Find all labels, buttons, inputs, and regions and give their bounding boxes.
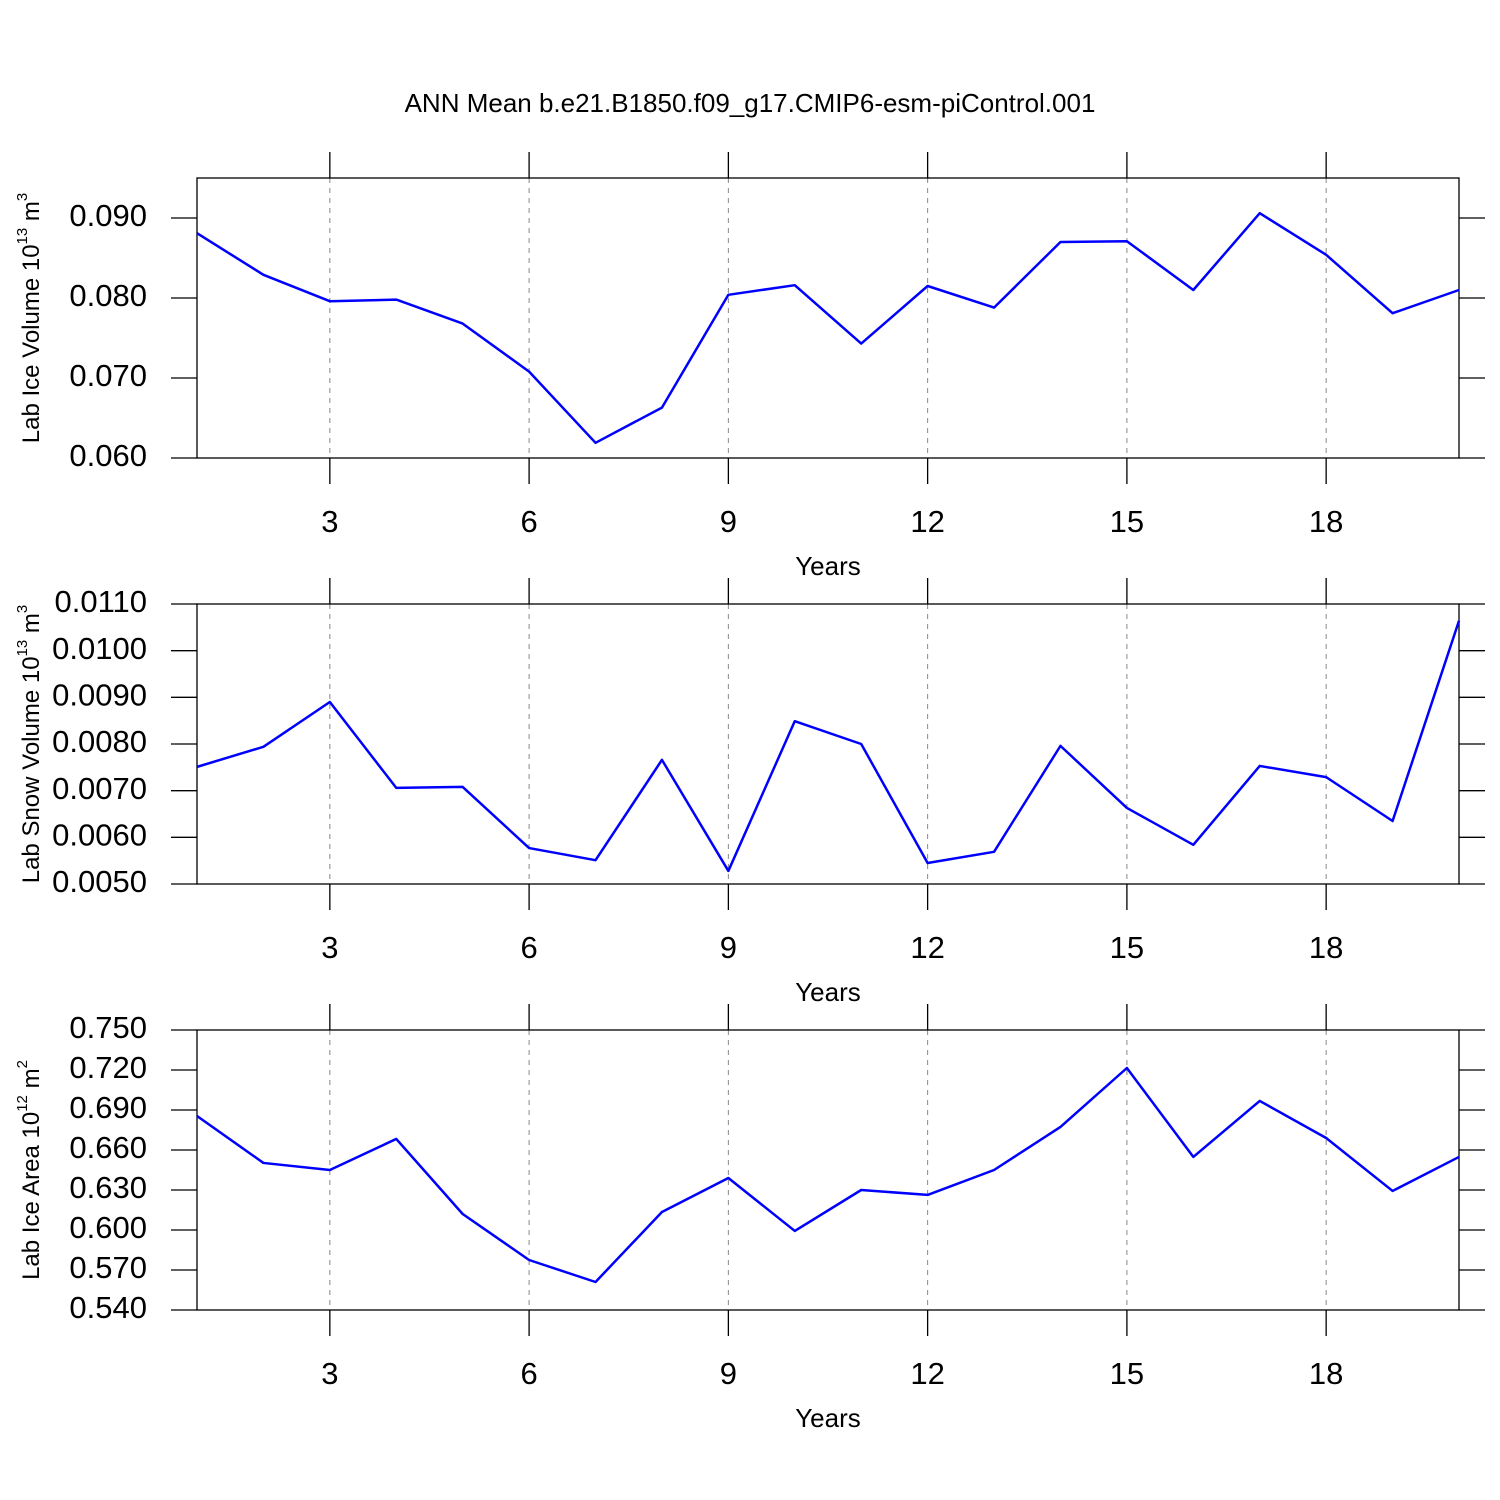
plot-frame [196, 1029, 1460, 1311]
x-tick-label: 3 [321, 504, 338, 539]
y-tick-label: 0.600 [69, 1210, 147, 1245]
y-tick-label: 0.070 [69, 358, 147, 393]
y-tick-label: 0.0060 [52, 818, 147, 853]
x-tick-label: 9 [720, 930, 737, 965]
y-tick-label: 0.090 [69, 198, 147, 233]
y-axis-label-part: m [18, 201, 45, 228]
x-tick-label: 12 [910, 930, 944, 965]
y-tick-label: 0.0080 [52, 724, 147, 759]
plot-frame [196, 603, 1460, 885]
y-axis-label-superscript: 12 [14, 1095, 31, 1112]
y-tick-label: 0.660 [69, 1130, 147, 1165]
x-tick-label: 18 [1309, 930, 1343, 965]
y-tick-label: 0.080 [69, 278, 147, 313]
x-tick-label: 6 [520, 504, 537, 539]
y-tick-label: 0.060 [69, 438, 147, 473]
plot-frame [196, 177, 1460, 459]
y-axis-label: Lab Ice Area 1012 m2 [14, 1060, 45, 1280]
y-tick-label: 0.720 [69, 1050, 147, 1085]
x-tick-label: 6 [520, 930, 537, 965]
y-axis-label-superscript: 3 [14, 193, 31, 201]
y-axis-label-superscript: 13 [14, 640, 31, 657]
x-tick-label: 3 [321, 1356, 338, 1391]
y-tick-label: 0.0050 [52, 864, 147, 899]
y-tick-label: 0.0100 [52, 631, 147, 666]
y-tick-label: 0.750 [69, 1010, 147, 1045]
y-tick-label: 0.0090 [52, 678, 147, 713]
x-tick-label: 18 [1309, 504, 1343, 539]
y-tick-label: 0.0070 [52, 771, 147, 806]
x-tick-label: 18 [1309, 1356, 1343, 1391]
data-line [196, 211, 1460, 445]
x-tick-label: 9 [720, 1356, 737, 1391]
data-line [196, 1066, 1460, 1284]
x-tick-label: 3 [321, 930, 338, 965]
y-tick-label: 0.630 [69, 1170, 147, 1205]
chart-title: ANN Mean b.e21.B1850.f09_g17.CMIP6-esm-p… [405, 88, 1096, 118]
y-tick-label: 0.570 [69, 1250, 147, 1285]
x-tick-label: 9 [720, 504, 737, 539]
y-axis-label-part: Lab Snow Volume 10 [18, 656, 45, 883]
x-tick-label: 15 [1110, 930, 1144, 965]
y-axis-label-superscript: 3 [14, 605, 31, 613]
y-axis-label-part: m [18, 613, 45, 640]
y-axis-label: Lab Ice Volume 1013 m3 [14, 193, 45, 444]
x-tick-label: 6 [520, 1356, 537, 1391]
x-tick-label: 15 [1110, 504, 1144, 539]
data-line [196, 620, 1461, 873]
x-axis-label: Years [795, 1403, 861, 1433]
x-tick-label: 12 [910, 1356, 944, 1391]
x-axis-label: Years [795, 551, 861, 581]
x-axis-label: Years [795, 977, 861, 1007]
x-tick-label: 15 [1110, 1356, 1144, 1391]
y-axis-label: Lab Snow Volume 1013 m3 [14, 605, 45, 884]
y-tick-label: 0.540 [69, 1290, 147, 1325]
y-axis-label-superscript: 13 [14, 228, 31, 245]
y-axis-label-part: Lab Ice Volume 10 [18, 244, 45, 443]
y-axis-label-part: Lab Ice Area 10 [18, 1112, 45, 1280]
y-axis-label-superscript: 2 [14, 1060, 31, 1068]
y-tick-label: 0.690 [69, 1090, 147, 1125]
y-axis-label-part: m [18, 1068, 45, 1095]
x-tick-label: 12 [910, 504, 944, 539]
y-tick-label: 0.0110 [54, 584, 147, 619]
